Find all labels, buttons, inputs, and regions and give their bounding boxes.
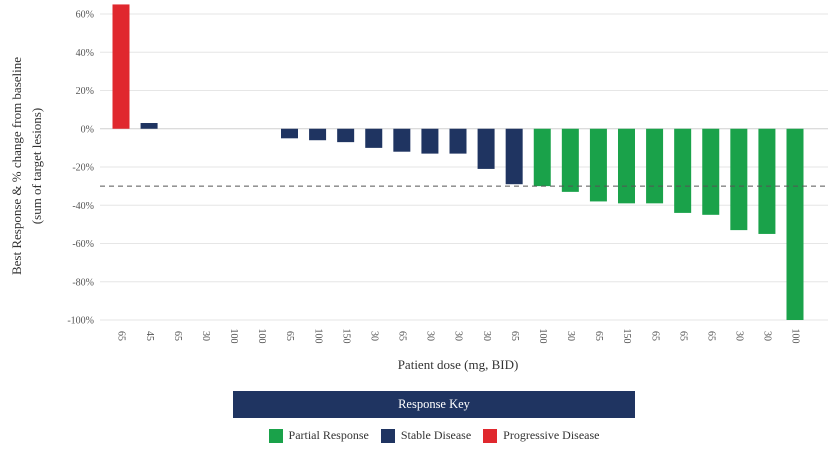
- bar-partial: [533, 128, 551, 187]
- bar-stable: [281, 128, 298, 139]
- bar-progressive: [112, 4, 130, 129]
- bar-partial: [674, 128, 692, 213]
- x-tick-label: 30: [565, 331, 576, 341]
- x-tick-label: 65: [284, 331, 295, 341]
- x-tick-label: 100: [312, 329, 323, 344]
- bar-stable: [421, 128, 439, 154]
- y-tick-label: -100%: [67, 316, 94, 327]
- x-tick-label: 65: [397, 331, 408, 341]
- y-tick-label: -60%: [72, 239, 94, 250]
- x-tick-label: 100: [256, 329, 267, 344]
- legend-label-partial: Partial Response: [288, 428, 369, 442]
- bar-partial: [561, 128, 579, 192]
- x-tick-label: 65: [172, 331, 183, 341]
- x-tick-label: 65: [705, 331, 716, 341]
- legend-item-progressive: Progressive Disease: [483, 428, 599, 443]
- bar-partial: [646, 128, 664, 204]
- x-tick-label: 30: [453, 331, 464, 341]
- bar-stable: [505, 128, 523, 185]
- bar-partial: [702, 128, 720, 215]
- x-tick-label: 65: [593, 331, 604, 341]
- y-tick-label: 20%: [76, 86, 94, 97]
- bar-partial: [758, 128, 776, 234]
- y-axis-title-line-1: Best Response & % change from baseline: [9, 57, 24, 275]
- legend-header: Response Key: [233, 391, 635, 418]
- legend-swatch-progressive: [483, 428, 498, 443]
- x-tick-label: 30: [734, 331, 745, 341]
- x-tick-label: 30: [481, 331, 492, 341]
- legend-swatch-stable: [380, 428, 395, 443]
- x-axis-title: Patient dose (mg, BID): [398, 357, 519, 372]
- x-tick-label: 65: [677, 331, 688, 341]
- x-tick-label: 30: [368, 331, 379, 341]
- x-tick-label: 30: [762, 331, 773, 341]
- bar-partial: [589, 128, 607, 202]
- x-tick-label: 65: [116, 331, 127, 341]
- y-tick-label: -80%: [72, 277, 94, 288]
- legend-item-stable: Stable Disease: [380, 428, 472, 443]
- x-tick-label: 45: [144, 331, 155, 341]
- legend-item-partial: Partial Response: [268, 428, 369, 443]
- x-tick-label: 150: [621, 329, 632, 344]
- bar-stable: [309, 128, 327, 141]
- x-tick-label: 100: [228, 329, 239, 344]
- x-tick-label: 65: [509, 331, 520, 341]
- y-tick-label: -40%: [72, 201, 94, 212]
- bar-stable: [477, 128, 495, 169]
- x-tick-label: 30: [200, 331, 211, 341]
- bar-partial: [730, 128, 748, 231]
- x-tick-label: 65: [649, 331, 660, 341]
- y-tick-label: 40%: [76, 48, 94, 59]
- x-tick-label: 100: [790, 329, 801, 344]
- bar-stable: [337, 128, 355, 143]
- x-tick-label: 100: [537, 329, 548, 344]
- y-tick-label: -20%: [72, 163, 94, 174]
- legend-label-stable: Stable Disease: [400, 428, 472, 442]
- x-tick-label: 30: [425, 331, 436, 341]
- y-tick-label: 60%: [76, 10, 94, 21]
- bar-stable: [365, 128, 383, 148]
- bar-stable: [140, 123, 158, 129]
- y-tick-label: 0%: [81, 124, 94, 135]
- legend-items: Partial Response Stable Disease Progress…: [233, 428, 635, 443]
- y-axis-title-line-2: (sum of target lesions): [29, 108, 44, 224]
- legend-label-progressive: Progressive Disease: [503, 428, 600, 442]
- x-tick-label: 150: [340, 329, 351, 344]
- legend: Response Key Partial Response Stable Dis…: [233, 391, 635, 443]
- bar-stable: [449, 128, 467, 154]
- bar-stable: [393, 128, 411, 152]
- bar-partial: [786, 128, 804, 320]
- legend-swatch-partial: [268, 428, 283, 443]
- bar-partial: [618, 128, 635, 204]
